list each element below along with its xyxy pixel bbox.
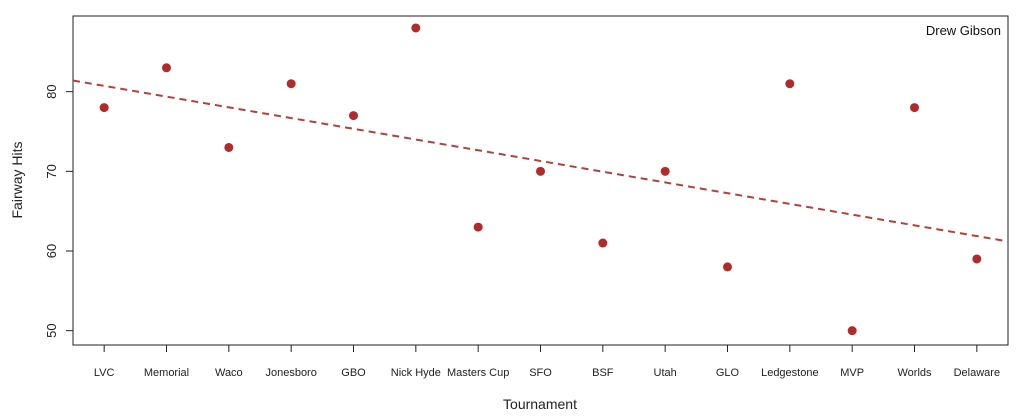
x-tick-label: Memorial [144,367,189,379]
data-point [473,222,483,232]
annotation-label: Drew Gibson [926,23,1001,38]
y-tick-label: 60 [44,244,59,258]
data-point [598,238,608,248]
y-tick-label: 80 [44,84,59,98]
x-tick-label: SFO [529,367,552,379]
x-tick-label: Jonesboro [265,367,316,379]
data-point [785,79,795,89]
x-tick-label: LVC [94,367,115,379]
x-tick-label: Masters Cup [447,367,509,379]
plot-frame [72,15,1009,346]
data-point [847,326,857,336]
data-point [224,142,234,152]
data-point [910,103,919,113]
y-axis-title: Fairway Hits [9,141,25,218]
data-point [349,111,358,121]
data-point [286,79,296,89]
y-tick-label: 70 [44,164,59,178]
x-tick-label: Utah [654,367,677,379]
data-point [411,23,421,33]
trend-line [72,79,1009,243]
x-tick-label: BSF [592,367,614,379]
data-point [972,254,982,264]
x-tick-label: Delaware [954,367,1000,379]
y-tick-label: 50 [44,323,59,337]
data-point [99,103,109,113]
x-tick-label: Nick Hyde [391,367,441,379]
x-tick-label: MVP [840,367,864,379]
data-point [723,262,732,272]
x-axis: LVC Memorial Waco Jonesboro GBO Nick Hyde Mast… [94,345,1000,379]
x-tick-label: GBO [341,367,366,379]
x-axis-title: Tournament [503,396,577,412]
data-point [660,166,670,176]
x-tick-label: Waco [215,367,243,379]
y-axis: 50 60 70 80 [44,84,73,338]
x-tick-label: Ledgestone [761,367,819,379]
x-tick-label: Worlds [897,367,932,379]
x-tick-label: GLO [716,367,740,379]
data-point [536,166,545,176]
data-points [99,23,982,336]
data-point [162,63,171,73]
